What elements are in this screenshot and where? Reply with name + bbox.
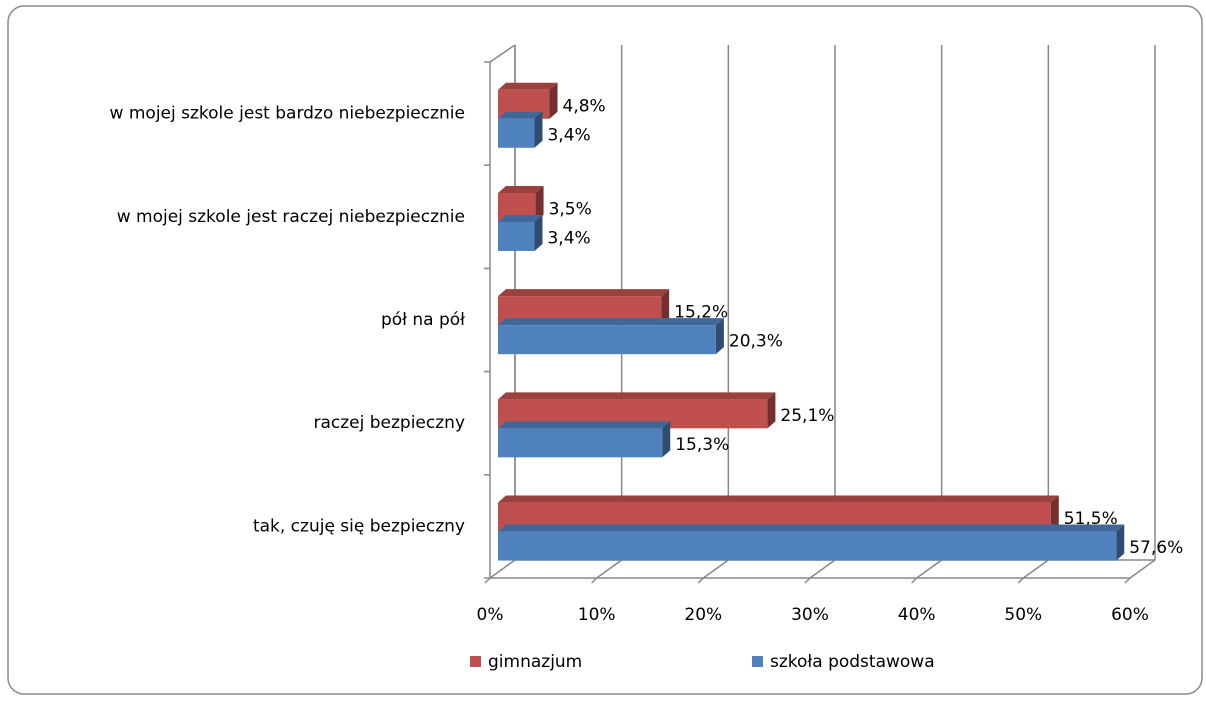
value-label: 51,5% (1064, 509, 1118, 529)
category-label: w mojej szkole jest bardzo niebezpieczni… (110, 104, 465, 124)
bar-top (498, 82, 558, 90)
bar-side (535, 185, 544, 222)
grid-floor (489, 559, 516, 579)
bar (498, 428, 663, 458)
bar-side (549, 82, 558, 119)
value-label: 3,4% (547, 125, 590, 145)
x-tick (484, 577, 491, 584)
grid-floor (596, 559, 623, 579)
bar-side (1050, 495, 1059, 532)
bar (498, 221, 535, 251)
legend-swatch (752, 656, 763, 667)
grid-floor (809, 559, 836, 579)
bar-top (498, 185, 544, 193)
value-label: 3,5% (549, 199, 592, 219)
legend-label: gimnazjum (488, 652, 582, 672)
bar-top (498, 214, 543, 222)
grid-floor (702, 559, 729, 579)
bar-top (498, 421, 671, 429)
x-tick (804, 577, 811, 584)
bar-top (498, 524, 1125, 532)
x-tick-label: 20% (684, 605, 722, 625)
bar-top (498, 392, 776, 400)
bar-top (498, 111, 543, 119)
x-tick (911, 577, 918, 584)
x-tick (697, 577, 704, 584)
value-label: 57,6% (1129, 538, 1183, 558)
category-label: tak, czuję się bezpieczny (253, 516, 465, 536)
bar-side (661, 289, 670, 326)
category-label: raczej bezpieczny (313, 413, 465, 433)
x-tick-label: 40% (898, 605, 936, 625)
value-label: 25,1% (780, 406, 834, 426)
bar-side (534, 111, 543, 148)
value-label: 20,3% (729, 332, 783, 352)
value-label: 15,3% (675, 435, 729, 455)
x-tick-label: 50% (1004, 605, 1042, 625)
x-tick (1017, 577, 1024, 584)
grid-floor (916, 559, 943, 579)
bar (498, 531, 1117, 561)
x-tick (1124, 577, 1131, 584)
bar-top (498, 318, 724, 326)
bar-side (662, 421, 671, 458)
bar (498, 118, 535, 148)
bar-top (498, 289, 670, 297)
bar-top (498, 495, 1059, 503)
x-tick-label: 10% (578, 605, 616, 625)
bar-side (767, 392, 776, 429)
bar-side (1116, 524, 1125, 561)
category-label: w mojej szkole jest raczej niebezpieczni… (117, 207, 465, 227)
legend-label: szkoła podstawowa (770, 652, 935, 672)
x-tick (591, 577, 598, 584)
bar-side (715, 318, 724, 355)
value-label: 3,4% (547, 228, 590, 248)
bar (498, 325, 716, 355)
bar-side (534, 214, 543, 251)
grid-floor (1129, 559, 1156, 579)
category-label: pół na pół (381, 310, 465, 330)
legend-swatch (470, 656, 481, 667)
x-tick-label: 60% (1111, 605, 1149, 625)
x-tick-label: 0% (477, 605, 504, 625)
x-tick-label: 30% (791, 605, 829, 625)
grid-floor (1022, 559, 1049, 579)
axis-wall (489, 44, 516, 63)
value-label: 4,8% (563, 96, 606, 116)
value-label: 15,2% (674, 303, 728, 323)
